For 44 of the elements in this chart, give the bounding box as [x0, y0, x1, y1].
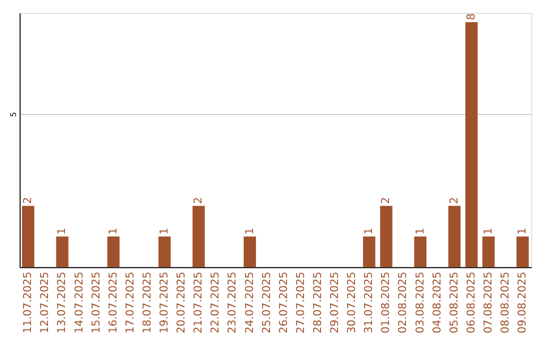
y-tick-label: 5: [9, 112, 18, 117]
x-tick-label: 25.07.2025: [260, 272, 273, 334]
x-tick-label: 27.07.2025: [294, 272, 307, 334]
x-tick-label: 09.08.2025: [516, 272, 529, 334]
data-label: 2: [21, 197, 34, 204]
x-tick-label: 04.08.2025: [430, 272, 444, 334]
data-label: 1: [481, 228, 494, 235]
x-tick-label: 30.07.2025: [345, 272, 358, 334]
x-tick-label: 02.08.2025: [396, 272, 410, 334]
data-label: 1: [413, 228, 426, 235]
x-tick-label: 28.07.2025: [310, 272, 324, 334]
x-tick-label: 23.07.2025: [226, 272, 239, 334]
x-tick-label: 21.07.2025: [192, 272, 205, 334]
x-tick-label: 01.08.2025: [379, 272, 392, 334]
x-tick-label: 13.07.2025: [55, 272, 68, 334]
x-tick-label: 11.07.2025: [21, 272, 34, 334]
data-label: 1: [158, 228, 171, 235]
data-label: 1: [106, 228, 120, 235]
data-label: 1: [55, 228, 68, 235]
data-label: 2: [192, 197, 205, 204]
x-tick-label: 05.08.2025: [447, 272, 460, 334]
x-tick-label: 07.08.2025: [481, 272, 494, 334]
x-tick-label: 19.07.2025: [158, 272, 171, 334]
x-tick-label: 16.07.2025: [106, 272, 120, 334]
x-tick-label: 31.07.2025: [362, 272, 376, 334]
x-tick-label: 22.07.2025: [208, 272, 222, 334]
x-tick-label: 26.07.2025: [276, 272, 290, 334]
x-tick-label: 18.07.2025: [140, 272, 154, 334]
data-label: 1: [516, 228, 529, 235]
x-tick-label: 17.07.2025: [123, 272, 136, 334]
x-tick-label: 06.08.2025: [464, 272, 478, 334]
x-tick-label: 20.07.2025: [174, 272, 188, 334]
data-label: 8: [464, 13, 478, 20]
data-label: 2: [379, 197, 392, 204]
x-tick-label: 15.07.2025: [89, 272, 102, 334]
data-label: 2: [447, 197, 460, 204]
x-tick-label: 24.07.2025: [242, 272, 256, 334]
x-tick-label: 29.07.2025: [328, 272, 342, 334]
x-tick-label: 08.08.2025: [498, 272, 512, 334]
data-label: 1: [362, 228, 376, 235]
x-tick-label: 14.07.2025: [72, 272, 86, 334]
data-label: 1: [242, 228, 256, 235]
x-tick-label: 03.08.2025: [413, 272, 426, 334]
x-tick-label: 12.07.2025: [38, 272, 52, 334]
